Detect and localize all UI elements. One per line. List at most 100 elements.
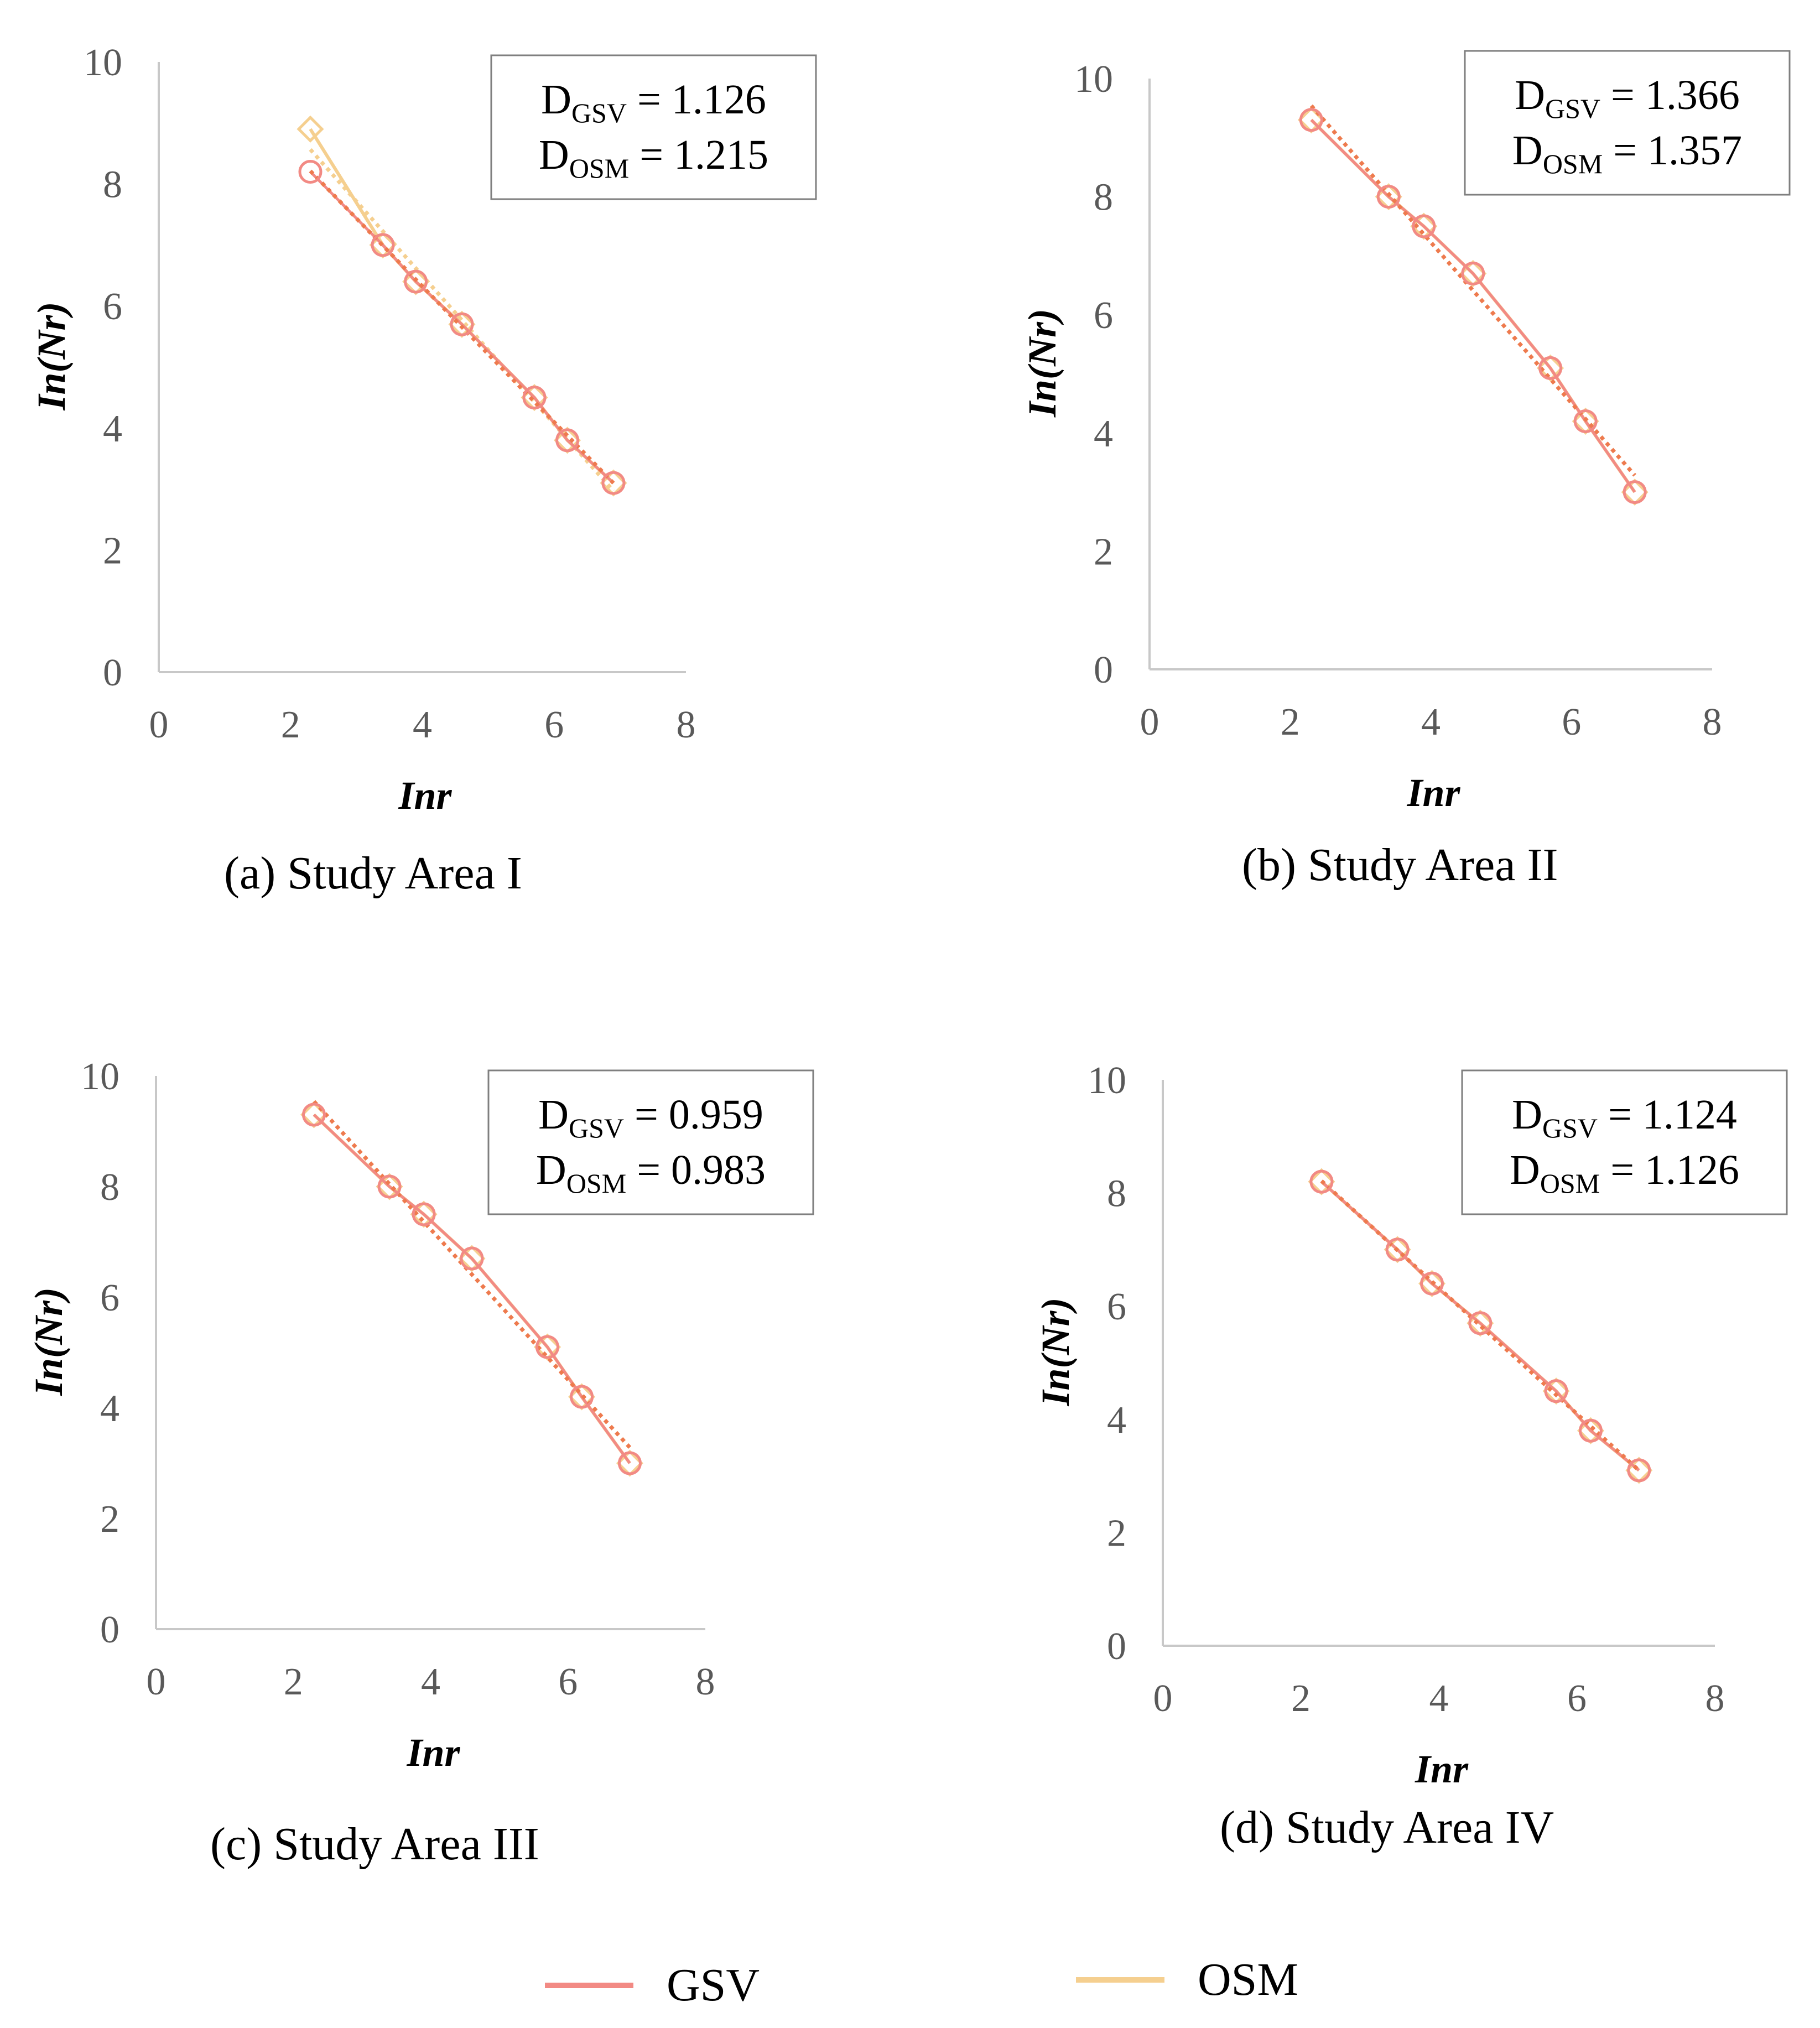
gsv-point — [1420, 1271, 1444, 1296]
gsv-trendline — [312, 1100, 632, 1449]
gsv-point — [298, 160, 323, 184]
y-tick-label: 6 — [1094, 294, 1113, 337]
y-axis-title: In(Nr) — [1020, 309, 1064, 418]
dimension-annotation-box — [1464, 50, 1791, 196]
y-tick-label: 8 — [103, 164, 122, 206]
y-tick-label: 4 — [1094, 413, 1113, 455]
legend-label-gsv: GSV — [667, 1959, 760, 2011]
annotation-osm-text: DOSM = 0.983 — [536, 1147, 766, 1199]
gsv-point — [301, 1103, 326, 1127]
gsv-point — [1573, 409, 1598, 433]
x-tick-label: 4 — [413, 704, 432, 746]
legend-item-osm: OSM — [1076, 1953, 1298, 2006]
x-axis-title: Inr — [1406, 771, 1460, 815]
gsv-point — [1299, 108, 1323, 132]
gsv-point — [555, 428, 580, 453]
legend-label-osm: OSM — [1198, 1954, 1299, 2005]
caption-area-i: (a) Study Area I — [224, 847, 522, 899]
y-tick-label: 6 — [103, 285, 122, 328]
y-tick-label: 8 — [100, 1166, 119, 1209]
gsv-point — [570, 1385, 594, 1409]
annotation-osm-text: DOSM = 1.357 — [1512, 127, 1742, 179]
y-tick-label: 4 — [100, 1387, 119, 1430]
gsv-point — [1544, 1379, 1568, 1403]
osm-trendline — [309, 148, 615, 492]
gsv-point — [1468, 1311, 1493, 1335]
x-axis-title: Inr — [1415, 1747, 1469, 1791]
gsv-point — [535, 1335, 560, 1359]
annotation-gsv-text: DGSV = 1.124 — [1512, 1091, 1737, 1143]
y-tick-label: 8 — [1094, 176, 1113, 219]
y-tick-label: 2 — [1107, 1512, 1126, 1554]
x-tick-label: 2 — [1291, 1677, 1311, 1720]
gsv-point — [1461, 261, 1485, 285]
gsv-point — [1623, 480, 1647, 505]
y-tick-label: 0 — [103, 652, 122, 694]
annotation-gsv-text: DGSV = 0.959 — [538, 1091, 763, 1143]
y-tick-label: 4 — [103, 408, 122, 450]
gsv-point — [617, 1451, 642, 1475]
x-tick-label: 6 — [544, 704, 564, 746]
y-tick-label: 0 — [1107, 1625, 1126, 1668]
gsv-point — [1376, 185, 1401, 209]
gsv-point — [1578, 1418, 1603, 1443]
x-tick-label: 0 — [1153, 1677, 1173, 1720]
gsv-point — [450, 312, 474, 336]
x-tick-label: 2 — [1281, 701, 1300, 743]
y-tick-label: 10 — [1074, 58, 1113, 101]
x-tick-label: 6 — [558, 1661, 578, 1703]
y-tick-label: 0 — [100, 1609, 119, 1651]
dimension-annotation-box — [1461, 1069, 1788, 1215]
x-tick-label: 4 — [1429, 1677, 1449, 1720]
x-tick-label: 4 — [421, 1661, 440, 1703]
gsv-point — [460, 1246, 484, 1271]
gsv-point — [522, 386, 547, 410]
gsv-trendline — [309, 169, 615, 485]
legend-item-gsv: GSV — [545, 1958, 760, 2012]
x-axis-title: Inr — [406, 1730, 460, 1775]
y-tick-label: 10 — [84, 41, 122, 84]
gsv-point — [1412, 214, 1436, 238]
y-axis-title: In(Nr) — [27, 1287, 71, 1396]
x-tick-label: 8 — [1705, 1677, 1725, 1720]
x-tick-label: 0 — [1140, 701, 1159, 743]
legend-swatch-osm — [1076, 1977, 1164, 1983]
caption-area-iii: (c) Study Area III — [210, 1818, 539, 1870]
gsv-point — [1538, 356, 1563, 380]
x-tick-label: 6 — [1562, 701, 1581, 743]
x-axis-title: Inr — [398, 773, 452, 818]
caption-area-ii: (b) Study Area II — [1242, 839, 1558, 891]
y-tick-label: 6 — [100, 1277, 119, 1319]
caption-area-iv: (d) Study Area IV — [1220, 1802, 1554, 1853]
annotation-osm-text: DOSM = 1.215 — [539, 132, 768, 184]
annotation-osm-text: DOSM = 1.126 — [1510, 1147, 1739, 1199]
x-tick-label: 2 — [281, 704, 300, 746]
gsv-point — [371, 233, 395, 257]
y-tick-label: 2 — [100, 1498, 119, 1541]
dimension-annotation-box — [487, 1069, 814, 1215]
dimension-annotation-box — [490, 54, 817, 200]
x-tick-label: 0 — [147, 1661, 166, 1703]
annotation-gsv-text: DGSV = 1.126 — [541, 76, 766, 128]
y-axis-title: In(Nr) — [1033, 1297, 1078, 1406]
y-tick-label: 8 — [1107, 1173, 1126, 1215]
y-tick-label: 6 — [1107, 1286, 1126, 1328]
gsv-point — [377, 1174, 402, 1199]
y-tick-label: 10 — [81, 1055, 119, 1098]
x-tick-label: 0 — [149, 704, 169, 746]
gsv-point — [412, 1202, 436, 1226]
y-axis-title: In(Nr) — [29, 301, 74, 410]
x-tick-label: 8 — [677, 704, 696, 746]
gsv-series-line — [309, 170, 615, 484]
y-tick-label: 10 — [1088, 1059, 1126, 1102]
annotation-gsv-text: DGSV = 1.366 — [1515, 72, 1740, 124]
x-tick-label: 8 — [696, 1661, 715, 1703]
gsv-point — [601, 471, 626, 495]
osm-point — [297, 115, 324, 143]
gsv-trendline — [1309, 104, 1636, 477]
